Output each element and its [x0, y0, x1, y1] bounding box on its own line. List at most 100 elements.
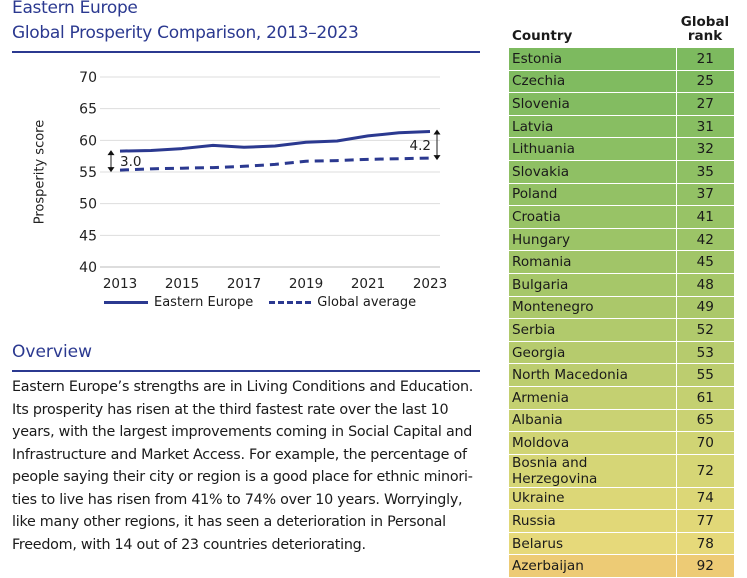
gap-arrow-2013-icon-head-up: [108, 150, 115, 155]
country-name: Croatia: [509, 206, 676, 229]
country-name: Azerbaijan: [509, 555, 676, 578]
y-tick-label: 55: [79, 165, 97, 181]
y-tick-label: 70: [79, 70, 97, 86]
country-name: Ukraine: [509, 487, 676, 510]
x-tick-label: 2021: [351, 276, 385, 292]
global-rank: 49: [676, 296, 734, 319]
country-name: Belarus: [509, 532, 676, 555]
global-rank: 27: [676, 93, 734, 116]
global-rank: 42: [676, 228, 734, 251]
country-name: Bosnia and Herzegovina: [509, 454, 676, 487]
global-rank: 78: [676, 532, 734, 555]
y-tick-label: 60: [79, 133, 97, 149]
legend-dashed-line-icon: [269, 301, 311, 304]
country-name: Serbia: [509, 319, 676, 342]
gap-arrow-2023-icon-head-down: [434, 155, 441, 160]
y-tick-label: 50: [79, 197, 97, 213]
gap-label-2023: 4.2: [410, 138, 431, 154]
legend-label-eastern-europe: Eastern Europe: [154, 295, 253, 310]
global-rank: 53: [676, 341, 734, 364]
y-tick-label: 65: [79, 102, 97, 118]
gap-arrow-2013-icon-head-down: [108, 167, 115, 172]
x-tick-label: 2015: [165, 276, 199, 292]
country-name: Hungary: [509, 228, 676, 251]
global-rank: 92: [676, 555, 734, 578]
country-name: Montenegro: [509, 296, 676, 319]
global-rank: 77: [676, 510, 734, 533]
overview-heading: Overview: [12, 342, 92, 362]
country-name: Bulgaria: [509, 273, 676, 296]
global-rank: 31: [676, 115, 734, 138]
title-divider: [12, 51, 480, 53]
global-rank: 37: [676, 183, 734, 206]
global-rank: 21: [676, 48, 734, 71]
legend-solid-line-icon: [104, 301, 148, 304]
global-rank: 72: [676, 454, 734, 487]
country-name: Lithuania: [509, 138, 676, 161]
country-name: North Macedonia: [509, 364, 676, 387]
overview-divider: [12, 370, 480, 372]
x-tick-label: 2019: [289, 276, 323, 292]
global-rank: 35: [676, 160, 734, 183]
country-name: Latvia: [509, 115, 676, 138]
global-rank: 70: [676, 432, 734, 455]
series-line-global-average: [120, 158, 430, 170]
global-rank: 48: [676, 273, 734, 296]
global-rank: 32: [676, 138, 734, 161]
global-rank: 61: [676, 386, 734, 409]
global-rank: 74: [676, 487, 734, 510]
country-name: Albania: [509, 409, 676, 432]
country-name: Slovakia: [509, 160, 676, 183]
country-name: Czechia: [509, 70, 676, 93]
legend-label-global-average: Global average: [317, 295, 416, 310]
global-rank: 25: [676, 70, 734, 93]
global-rank: 45: [676, 251, 734, 274]
country-name: Romania: [509, 251, 676, 274]
gap-label-2013: 3.0: [120, 154, 141, 170]
header-global-rank-line2: rank: [688, 28, 722, 44]
x-tick-label: 2023: [413, 276, 447, 292]
country-name: Estonia: [509, 48, 676, 71]
header-country: Country: [509, 15, 676, 48]
country-name: Poland: [509, 183, 676, 206]
y-tick-label: 40: [79, 260, 97, 276]
global-rank: 41: [676, 206, 734, 229]
region-title: Eastern Europe: [12, 0, 138, 19]
country-name: Russia: [509, 510, 676, 533]
country-name: Slovenia: [509, 93, 676, 116]
country-name: Georgia: [509, 341, 676, 364]
x-tick-label: 2013: [103, 276, 137, 292]
series-line-eastern-europe: [120, 131, 430, 151]
global-rank: 55: [676, 364, 734, 387]
chart-title: Global Prosperity Comparison, 2013–2023: [12, 22, 358, 44]
global-rank: 52: [676, 319, 734, 342]
global-rank: 65: [676, 409, 734, 432]
